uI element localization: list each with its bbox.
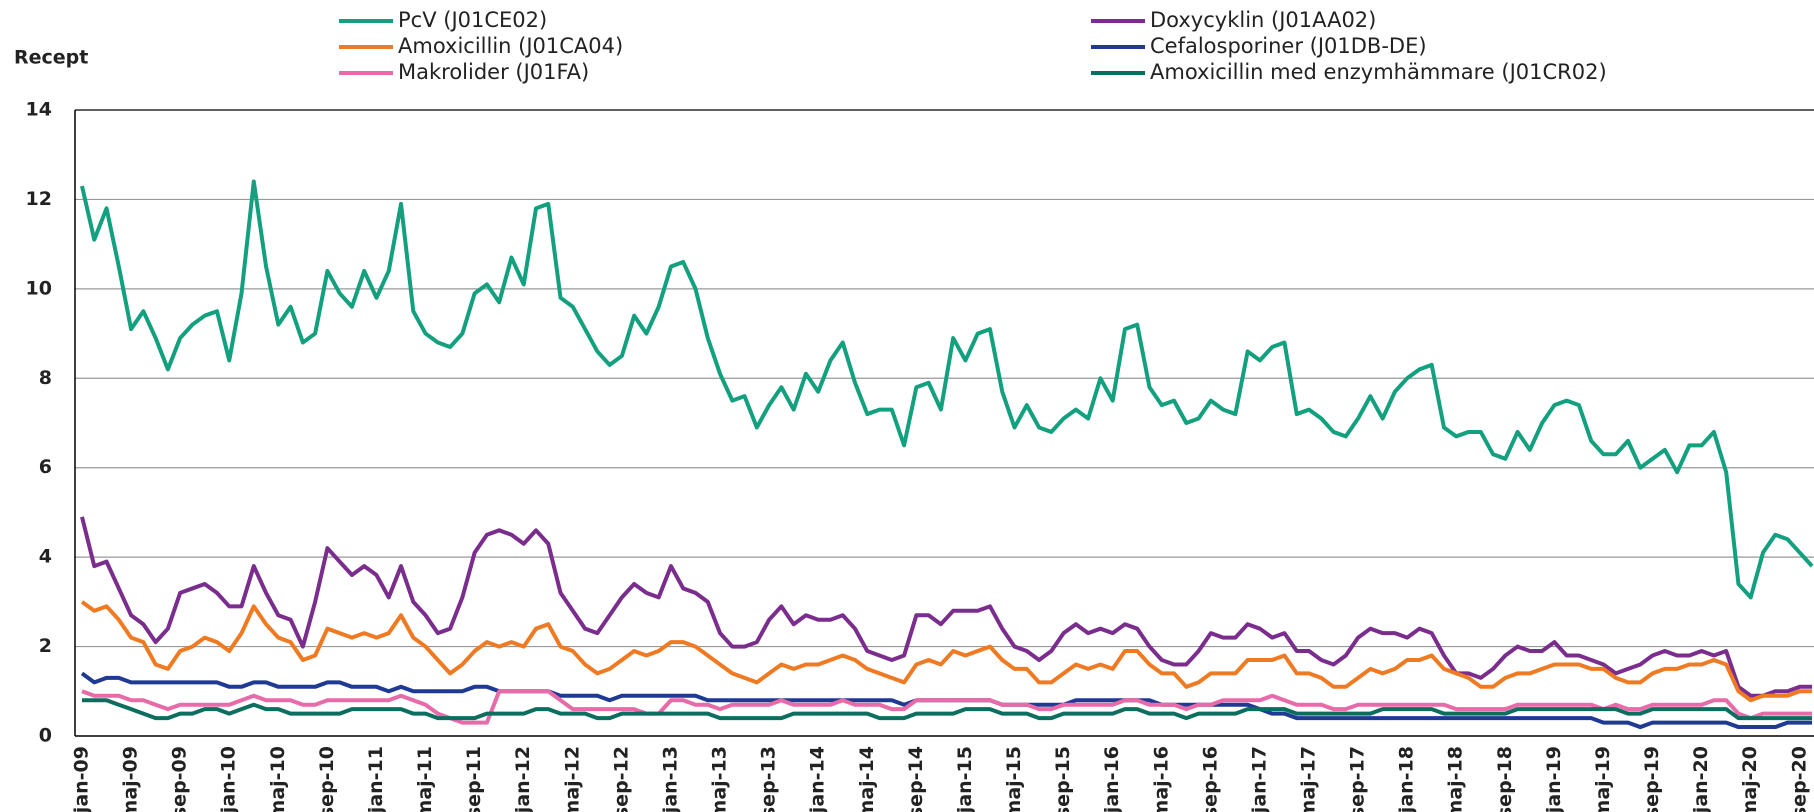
x-tick-label: sep-18	[1494, 746, 1516, 812]
x-tick-label: maj-10	[267, 746, 289, 812]
x-tick-label: sep-17	[1347, 746, 1369, 812]
series-line	[81, 689, 1813, 725]
x-tick-label: jan-15	[954, 746, 976, 812]
y-tick-label: 6	[39, 456, 52, 478]
y-tick-label: 14	[26, 99, 52, 121]
y-tick-label: 4	[39, 546, 52, 568]
legend-label: Cefalosporiner (J01DB-DE)	[1150, 34, 1427, 58]
y-tick-label: 12	[26, 188, 52, 210]
x-tick-label: maj-15	[1003, 746, 1025, 812]
x-tick-label: jan-16	[1101, 746, 1123, 812]
x-tick-label: sep-14	[905, 746, 927, 812]
x-tick-label: sep-19	[1641, 746, 1663, 812]
x-tick-label: maj-19	[1592, 746, 1614, 812]
x-tick-label: jan-10	[218, 746, 240, 812]
x-tick-label: jan-09	[71, 746, 93, 812]
x-tick-label: maj-14	[856, 746, 878, 812]
x-tick-label: sep-20	[1788, 746, 1810, 812]
x-tick-label: maj-17	[1298, 746, 1320, 812]
x-tick-label: sep-16	[1199, 746, 1221, 812]
x-tick-label: maj-18	[1445, 746, 1467, 812]
x-tick-label: sep-09	[169, 746, 191, 812]
y-tick-label: 10	[26, 277, 52, 299]
legend-label: Amoxicillin (J01CA04)	[398, 34, 623, 58]
x-tick-label: maj-16	[1150, 746, 1172, 812]
x-tick-label: jan-17	[1248, 746, 1270, 812]
legend-label: Amoxicillin med enzymhämmare (J01CR02)	[1150, 60, 1607, 84]
x-tick-label: maj-11	[414, 746, 436, 812]
x-tick-label: jan-14	[807, 746, 829, 812]
x-tick-label: jan-13	[659, 746, 681, 812]
x-tick-label: sep-10	[316, 746, 338, 812]
y-axis-label: Recept	[14, 47, 88, 69]
series-line	[80, 516, 1813, 698]
series-line	[80, 600, 1813, 703]
x-tick-label: sep-15	[1052, 746, 1074, 812]
x-tick-label: jan-20	[1690, 746, 1712, 812]
x-tick-label: maj-20	[1739, 746, 1761, 812]
legend-label: Doxycyklin (J01AA02)	[1150, 8, 1376, 32]
lines	[80, 179, 1814, 730]
x-tick-label: sep-11	[463, 746, 485, 812]
x-tick-label: jan-18	[1396, 746, 1418, 812]
legend-label: Makrolider (J01FA)	[398, 60, 589, 84]
x-tick-label: jan-12	[512, 746, 534, 812]
y-tick-label: 0	[39, 725, 52, 747]
x-tick-label: maj-09	[120, 746, 142, 812]
x-tick-label: jan-11	[365, 746, 387, 812]
series-line	[80, 179, 1814, 600]
x-tick-label: jan-19	[1543, 746, 1565, 812]
y-tick-label: 8	[39, 367, 52, 389]
x-tick-label: maj-12	[561, 746, 583, 812]
y-tick-label: 2	[39, 635, 52, 657]
series-line	[82, 698, 1813, 721]
x-tick-label: sep-12	[610, 746, 632, 812]
x-tick-label: maj-13	[709, 746, 731, 812]
x-tick-label: sep-13	[758, 746, 780, 812]
legend-label: PcV (J01CE02)	[398, 8, 547, 32]
